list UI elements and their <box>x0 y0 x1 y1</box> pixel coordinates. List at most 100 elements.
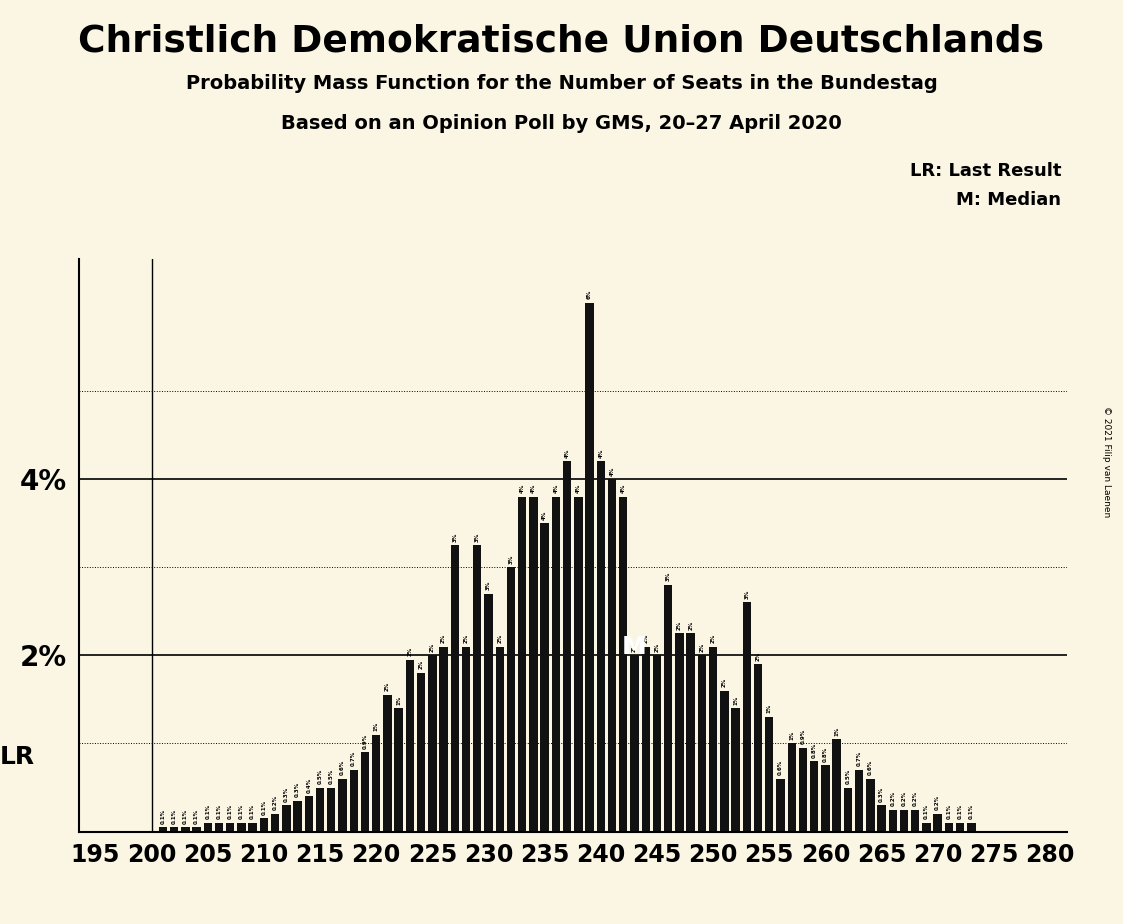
Bar <box>843 787 852 832</box>
Bar <box>877 805 886 832</box>
Text: 0.6%: 0.6% <box>340 760 345 775</box>
Text: 0.1%: 0.1% <box>217 804 221 820</box>
Text: 4%: 4% <box>565 448 569 458</box>
Bar <box>574 497 583 832</box>
Bar <box>585 303 594 832</box>
Bar <box>596 461 605 832</box>
Bar <box>563 461 572 832</box>
Text: 4%: 4% <box>542 510 547 519</box>
Text: 0.9%: 0.9% <box>801 729 805 745</box>
Bar <box>855 770 864 832</box>
Bar <box>798 748 807 832</box>
Text: 2%: 2% <box>419 660 423 669</box>
Text: 0.7%: 0.7% <box>351 751 356 766</box>
Text: © 2021 Filip van Laenen: © 2021 Filip van Laenen <box>1102 407 1111 517</box>
Bar <box>462 647 471 832</box>
Text: 0.1%: 0.1% <box>183 808 188 823</box>
Text: 3%: 3% <box>666 572 670 581</box>
Bar <box>214 822 223 832</box>
Bar <box>259 819 268 832</box>
Bar <box>282 805 291 832</box>
Text: 4%: 4% <box>554 484 558 493</box>
Bar <box>293 801 302 832</box>
Bar <box>248 822 257 832</box>
Text: 0.2%: 0.2% <box>902 791 906 806</box>
Text: M: Median: M: Median <box>957 191 1061 209</box>
Bar <box>776 779 785 832</box>
Text: 0.2%: 0.2% <box>913 791 917 806</box>
Text: 0.1%: 0.1% <box>969 804 974 820</box>
Bar <box>551 497 560 832</box>
Bar <box>731 708 740 832</box>
Bar <box>888 809 897 832</box>
Bar <box>821 765 830 832</box>
Bar <box>608 479 617 832</box>
Text: 3%: 3% <box>509 554 513 564</box>
Text: Christlich Demokratische Union Deutschlands: Christlich Demokratische Union Deutschla… <box>79 23 1044 59</box>
Bar <box>900 809 909 832</box>
Bar <box>417 673 426 832</box>
Text: 0.3%: 0.3% <box>284 786 289 802</box>
Bar <box>664 585 673 832</box>
Bar <box>338 779 347 832</box>
Bar <box>506 567 515 832</box>
Text: 4%: 4% <box>531 484 536 493</box>
Bar <box>405 660 414 832</box>
Text: M: M <box>622 635 647 659</box>
Text: 0.2%: 0.2% <box>273 796 277 810</box>
Text: LR: LR <box>0 745 35 769</box>
Bar <box>529 497 538 832</box>
Bar <box>349 770 358 832</box>
Text: 0.8%: 0.8% <box>812 742 816 758</box>
Text: 0.1%: 0.1% <box>250 804 255 820</box>
Text: 0.1%: 0.1% <box>172 808 176 823</box>
Bar <box>697 655 706 832</box>
Bar <box>686 633 695 832</box>
Text: 3%: 3% <box>475 532 480 541</box>
Bar <box>360 752 369 832</box>
Bar <box>158 827 167 832</box>
Bar <box>428 655 437 832</box>
Bar <box>742 602 751 832</box>
Text: 2%: 2% <box>643 634 648 643</box>
Text: 2%: 2% <box>385 682 390 691</box>
Text: 0.1%: 0.1% <box>924 804 929 820</box>
Bar <box>484 593 493 832</box>
Text: 2%: 2% <box>756 651 760 661</box>
Text: LR: Last Result: LR: Last Result <box>910 162 1061 179</box>
Text: 1%: 1% <box>733 696 738 705</box>
Bar <box>372 735 381 832</box>
Text: 0.1%: 0.1% <box>958 804 962 820</box>
Text: 3%: 3% <box>453 532 457 541</box>
Bar <box>630 655 639 832</box>
Text: 0.5%: 0.5% <box>329 769 334 784</box>
Text: 2%: 2% <box>722 678 727 687</box>
Text: 0.1%: 0.1% <box>947 804 951 820</box>
Bar <box>675 633 684 832</box>
Bar <box>720 690 729 832</box>
Bar <box>237 822 246 832</box>
Bar <box>327 787 336 832</box>
Text: 2%: 2% <box>430 642 435 651</box>
Text: 4%: 4% <box>621 484 626 493</box>
Text: 0.4%: 0.4% <box>307 778 311 793</box>
Text: 2%: 2% <box>688 621 693 630</box>
Bar <box>439 647 448 832</box>
Bar <box>652 655 661 832</box>
Text: 0.1%: 0.1% <box>239 804 244 820</box>
Text: 2%: 2% <box>711 634 715 643</box>
Text: 0.5%: 0.5% <box>318 769 322 784</box>
Bar <box>866 779 875 832</box>
Text: 0.8%: 0.8% <box>823 747 828 762</box>
Bar <box>967 822 976 832</box>
Text: 2%: 2% <box>655 642 659 651</box>
Bar <box>810 761 819 832</box>
Text: 4%: 4% <box>576 484 581 493</box>
Text: 0.7%: 0.7% <box>857 751 861 766</box>
Text: 6%: 6% <box>587 290 592 299</box>
Text: 1%: 1% <box>767 704 772 713</box>
Text: 0.2%: 0.2% <box>891 791 895 806</box>
Bar <box>619 497 628 832</box>
Text: 4%: 4% <box>610 467 614 476</box>
Text: 4%: 4% <box>599 448 603 458</box>
